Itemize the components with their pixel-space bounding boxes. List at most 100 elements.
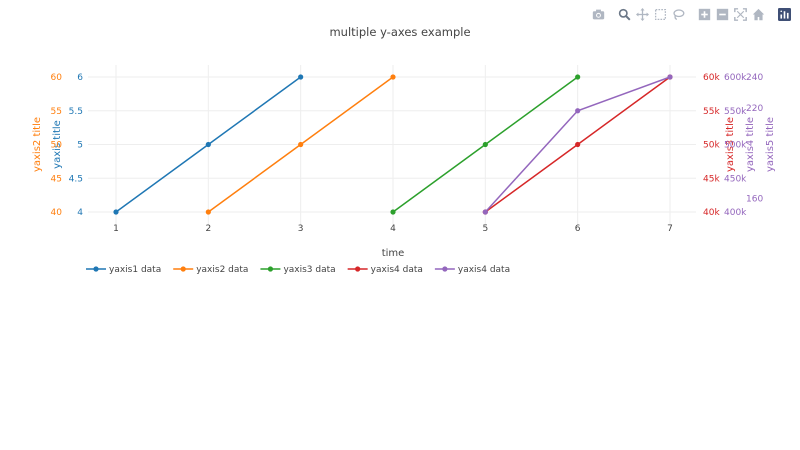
y-tick-label: 4.5 bbox=[69, 174, 83, 184]
x-tick-label: 7 bbox=[667, 224, 673, 234]
y-tick-label: 240 bbox=[746, 73, 763, 83]
data-point bbox=[298, 141, 304, 148]
zoom-button[interactable] bbox=[616, 6, 632, 22]
plotly-logo-button[interactable] bbox=[776, 6, 792, 22]
axis-y2: 40 45 50 55 60 yaxis2 title bbox=[32, 73, 62, 218]
legend-item[interactable]: yaxis1 data bbox=[86, 265, 161, 275]
axis-title: yaxis5 title bbox=[765, 117, 776, 172]
modebar bbox=[590, 5, 792, 23]
legend-label: yaxis4 data bbox=[371, 265, 423, 275]
box-select-button[interactable] bbox=[652, 6, 668, 22]
lasso-select-icon bbox=[672, 8, 685, 21]
data-point bbox=[575, 141, 581, 148]
series-5 bbox=[482, 74, 673, 215]
axis-title: yaxis4 title bbox=[745, 117, 756, 172]
x-tick-label: 4 bbox=[390, 224, 396, 234]
data-point bbox=[482, 209, 488, 215]
data-point bbox=[298, 74, 304, 80]
axis-y4: 400k 450k 500k 550k 600k yaxis4 title bbox=[724, 73, 756, 218]
y-tick-label: 45 bbox=[51, 174, 62, 184]
y-tick-label: 500k bbox=[724, 141, 747, 151]
box-select-icon bbox=[654, 8, 667, 21]
y-tick-label: 55 bbox=[51, 107, 62, 117]
y-tick-label: 60 bbox=[51, 73, 63, 83]
chart-title: multiple y-axes example bbox=[329, 25, 470, 39]
data-point bbox=[113, 209, 119, 215]
legend-marker bbox=[180, 266, 186, 272]
data-point bbox=[482, 141, 488, 148]
axis-y3: 40k 45k 50k 55k 60k yaxis3 title bbox=[703, 73, 736, 218]
data-point bbox=[575, 108, 581, 114]
reset-axes-button[interactable] bbox=[750, 6, 766, 22]
x-tick-label: 1 bbox=[113, 224, 119, 234]
y-tick-label: 220 bbox=[746, 104, 763, 114]
autoscale-button[interactable] bbox=[732, 6, 748, 22]
legend: yaxis1 data yaxis2 data yaxis3 data yaxis4 … bbox=[86, 265, 510, 275]
data-point bbox=[575, 74, 581, 80]
legend-item[interactable]: yaxis4 data bbox=[434, 265, 510, 275]
camera-icon bbox=[592, 8, 605, 21]
y-tick-label: 40k bbox=[703, 208, 720, 218]
axis-title: yaxis2 title bbox=[32, 117, 43, 172]
legend-label: yaxis2 data bbox=[196, 265, 248, 275]
series-2 bbox=[205, 74, 396, 215]
zoom-out-button[interactable] bbox=[714, 6, 730, 22]
camera-button[interactable] bbox=[590, 6, 606, 22]
axis-y1: 4 4.5 5 5.5 6 yaxis title bbox=[52, 73, 83, 218]
data-point bbox=[390, 74, 396, 80]
y-tick-label: 40 bbox=[51, 208, 63, 218]
legend-item[interactable]: yaxis4 data bbox=[347, 265, 423, 275]
plotly-logo-icon bbox=[777, 7, 791, 21]
y-tick-label: 6 bbox=[77, 73, 83, 83]
legend-label: yaxis4 data bbox=[458, 265, 510, 275]
legend-item[interactable]: yaxis3 data bbox=[260, 265, 336, 275]
legend-marker bbox=[93, 266, 99, 272]
x-tick-label: 2 bbox=[205, 224, 211, 234]
y-tick-label: 160 bbox=[746, 195, 763, 205]
y-tick-label: 45k bbox=[703, 174, 720, 184]
lasso-select-button[interactable] bbox=[670, 6, 686, 22]
y-tick-label: 4 bbox=[77, 208, 83, 218]
axis-title: yaxis3 title bbox=[725, 117, 736, 172]
x-tick-label: 6 bbox=[575, 224, 581, 234]
x-axis-title: time bbox=[382, 248, 405, 259]
grid-layer bbox=[88, 65, 696, 225]
y-tick-label: 400k bbox=[724, 208, 747, 218]
zoom-in-icon bbox=[698, 8, 711, 21]
data-point bbox=[667, 74, 673, 80]
series-layer bbox=[113, 74, 673, 215]
data-point bbox=[205, 209, 211, 215]
y-tick-label: 550k bbox=[724, 107, 747, 117]
y-tick-label: 5 bbox=[77, 141, 83, 151]
legend-marker bbox=[267, 266, 274, 272]
zoom-in-button[interactable] bbox=[696, 6, 712, 22]
axis-y5: 160 220 240 yaxis5 title bbox=[746, 73, 776, 205]
x-tick-label: 3 bbox=[298, 224, 304, 234]
series-3 bbox=[390, 74, 581, 215]
series-1 bbox=[113, 74, 304, 215]
legend-label: yaxis3 data bbox=[283, 265, 335, 275]
x-tick-label: 5 bbox=[482, 224, 488, 234]
y-tick-label: 55k bbox=[703, 107, 720, 117]
reset-axes-icon bbox=[752, 8, 765, 21]
y-tick-label: 50k bbox=[703, 141, 720, 151]
legend-marker bbox=[442, 266, 448, 272]
zoom-icon bbox=[618, 8, 631, 21]
y-tick-label: 60k bbox=[703, 73, 720, 83]
legend-marker bbox=[355, 266, 361, 272]
axis-title: yaxis title bbox=[52, 120, 63, 169]
y-tick-label: 600k bbox=[724, 73, 747, 83]
legend-label: yaxis1 data bbox=[109, 265, 161, 275]
data-point bbox=[205, 141, 211, 148]
zoom-out-icon bbox=[716, 8, 729, 21]
data-point bbox=[390, 209, 396, 215]
pan-button[interactable] bbox=[634, 6, 650, 22]
y-tick-label: 450k bbox=[724, 174, 747, 184]
y-tick-label: 5.5 bbox=[69, 107, 83, 117]
autoscale-icon bbox=[733, 7, 747, 21]
y-tick-label: 50 bbox=[51, 141, 63, 151]
pan-icon bbox=[635, 7, 649, 21]
legend-item[interactable]: yaxis2 data bbox=[173, 265, 248, 275]
